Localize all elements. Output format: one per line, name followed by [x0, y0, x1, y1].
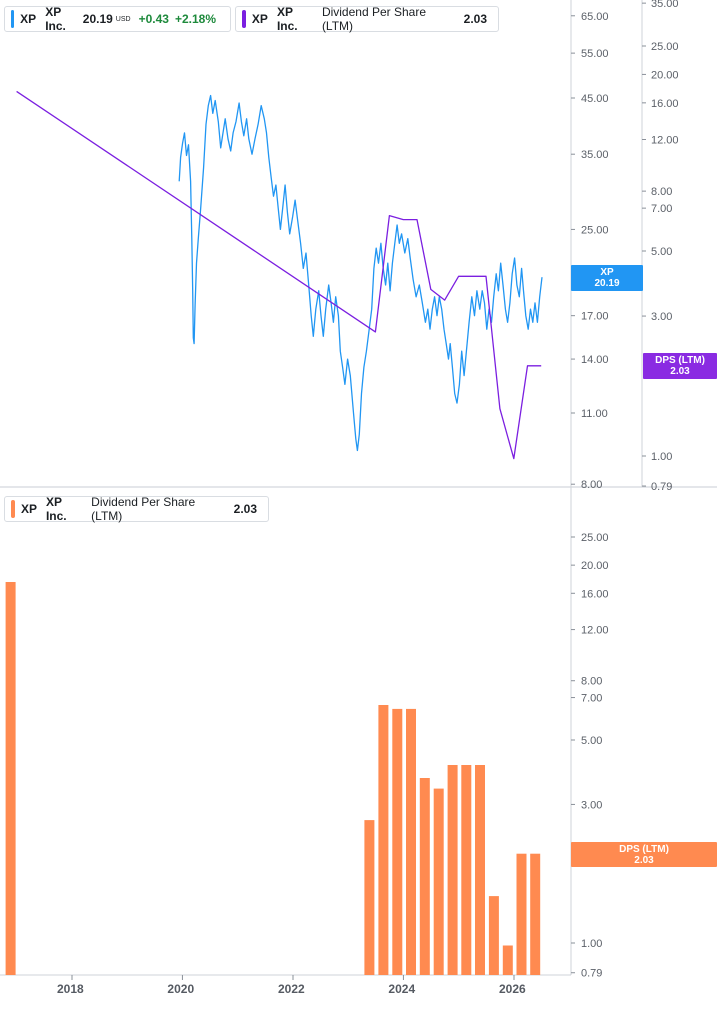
bottom-axis-label: 0.79 — [581, 968, 602, 980]
dps-bar — [475, 765, 485, 975]
price-axis-label: 55.00 — [581, 48, 609, 60]
price-axis-label: 17.00 — [581, 311, 609, 323]
price-line — [178, 94, 543, 452]
bottom-dps-tag-value: 2.03 — [634, 855, 654, 866]
price-axis-label: 14.00 — [581, 354, 609, 366]
price-tag-value: 20.19 — [594, 278, 620, 289]
bottom-axis-label: 5.00 — [581, 735, 602, 747]
dps-axis-label: 5.00 — [651, 246, 672, 258]
dps-bar — [364, 820, 375, 975]
year-label: 2024 — [388, 982, 415, 996]
dps-bar — [502, 945, 513, 975]
dps-line-legend-swatch — [242, 10, 246, 28]
year-label: 2020 — [167, 982, 194, 996]
dps-axis-label: 8.00 — [651, 186, 672, 198]
bottom-axis-label: 1.00 — [581, 938, 602, 950]
price-axis-label: 45.00 — [581, 93, 609, 105]
bottom-dps-tag-label: DPS (LTM) — [619, 844, 669, 855]
dps-bar — [488, 896, 499, 975]
dps-bar — [5, 582, 16, 975]
dps-bar — [516, 853, 527, 975]
dps-tag-value: 2.03 — [670, 366, 690, 377]
legend-change-percent: +2.18% — [174, 12, 216, 26]
year-label: 2026 — [499, 982, 526, 996]
legend-change: +0.43 — [138, 12, 169, 26]
legend-symbol: XP — [20, 502, 37, 516]
dps-bar — [530, 853, 541, 975]
dps-bar-legend[interactable]: XP XP Inc. Dividend Per Share (LTM) 2.03 — [4, 495, 269, 523]
dps-axis-tag: DPS (LTM) 2.03 — [643, 353, 717, 379]
bottom-axis-label: 16.00 — [581, 588, 609, 600]
price-tag-symbol: XP — [600, 267, 614, 278]
dps-line — [16, 90, 542, 460]
dps-axis-label: 35.00 — [651, 0, 679, 10]
legend-currency: USD — [115, 15, 131, 23]
price-axis-label: 8.00 — [581, 479, 602, 491]
legend-value: 2.03 — [233, 502, 257, 516]
dps-axis-label: 3.00 — [651, 311, 672, 323]
legend-symbol: XP — [20, 12, 37, 26]
legend-symbol: XP — [251, 12, 268, 26]
legend-price: 20.19 — [82, 12, 113, 26]
dps-bar-legend-swatch — [11, 500, 15, 518]
price-axis-label: 11.00 — [581, 408, 608, 420]
bottom-axis-label: 20.00 — [581, 560, 609, 572]
bottom-axis-label: 3.00 — [581, 799, 602, 811]
legend-company-name: XP Inc. — [45, 5, 66, 33]
price-legend[interactable]: XP XP Inc. 20.19 USD +0.43 +2.18% — [4, 5, 231, 33]
price-axis-label: 65.00 — [581, 11, 609, 23]
dps-bar — [461, 765, 472, 975]
dps-axis-label: 16.00 — [651, 98, 679, 110]
dps-bar — [433, 788, 444, 975]
bottom-axis-label: 12.00 — [581, 625, 609, 637]
legend-metric: Dividend Per Share (LTM) — [91, 495, 196, 523]
year-label: 2018 — [57, 982, 84, 996]
bottom-axis-label: 8.00 — [581, 676, 602, 688]
price-legend-swatch — [11, 10, 15, 28]
price-axis-tag: XP 20.19 — [571, 265, 643, 291]
dps-bar — [447, 765, 458, 975]
legend-value: 2.03 — [463, 12, 487, 26]
year-label: 2022 — [278, 982, 305, 996]
bottom-axis-label: 25.00 — [581, 532, 609, 544]
bottom-dps-axis-tag: DPS (LTM) 2.03 — [571, 842, 717, 867]
dps-axis-label: 0.79 — [651, 481, 672, 493]
dps-axis-label: 1.00 — [651, 451, 672, 463]
dps-tag-label: DPS (LTM) — [655, 355, 705, 366]
dps-bar — [406, 708, 416, 975]
dps-axis-label: 20.00 — [651, 69, 679, 81]
legend-metric: Dividend Per Share (LTM) — [321, 5, 426, 33]
dps-bar — [419, 778, 430, 975]
legend-company-name: XP Inc. — [276, 5, 298, 33]
dps-bar — [378, 705, 389, 975]
price-axis-label: 25.00 — [581, 224, 609, 236]
legend-company-name: XP Inc. — [45, 495, 67, 523]
dps-bar — [392, 708, 403, 975]
bottom-axis-label: 7.00 — [581, 693, 602, 705]
dps-line-legend[interactable]: XP XP Inc. Dividend Per Share (LTM) 2.03 — [235, 5, 499, 33]
dps-axis-label: 7.00 — [651, 203, 672, 215]
price-axis-label: 35.00 — [581, 149, 609, 161]
dps-axis-label: 12.00 — [651, 134, 679, 146]
dps-axis-label: 25.00 — [651, 41, 679, 53]
